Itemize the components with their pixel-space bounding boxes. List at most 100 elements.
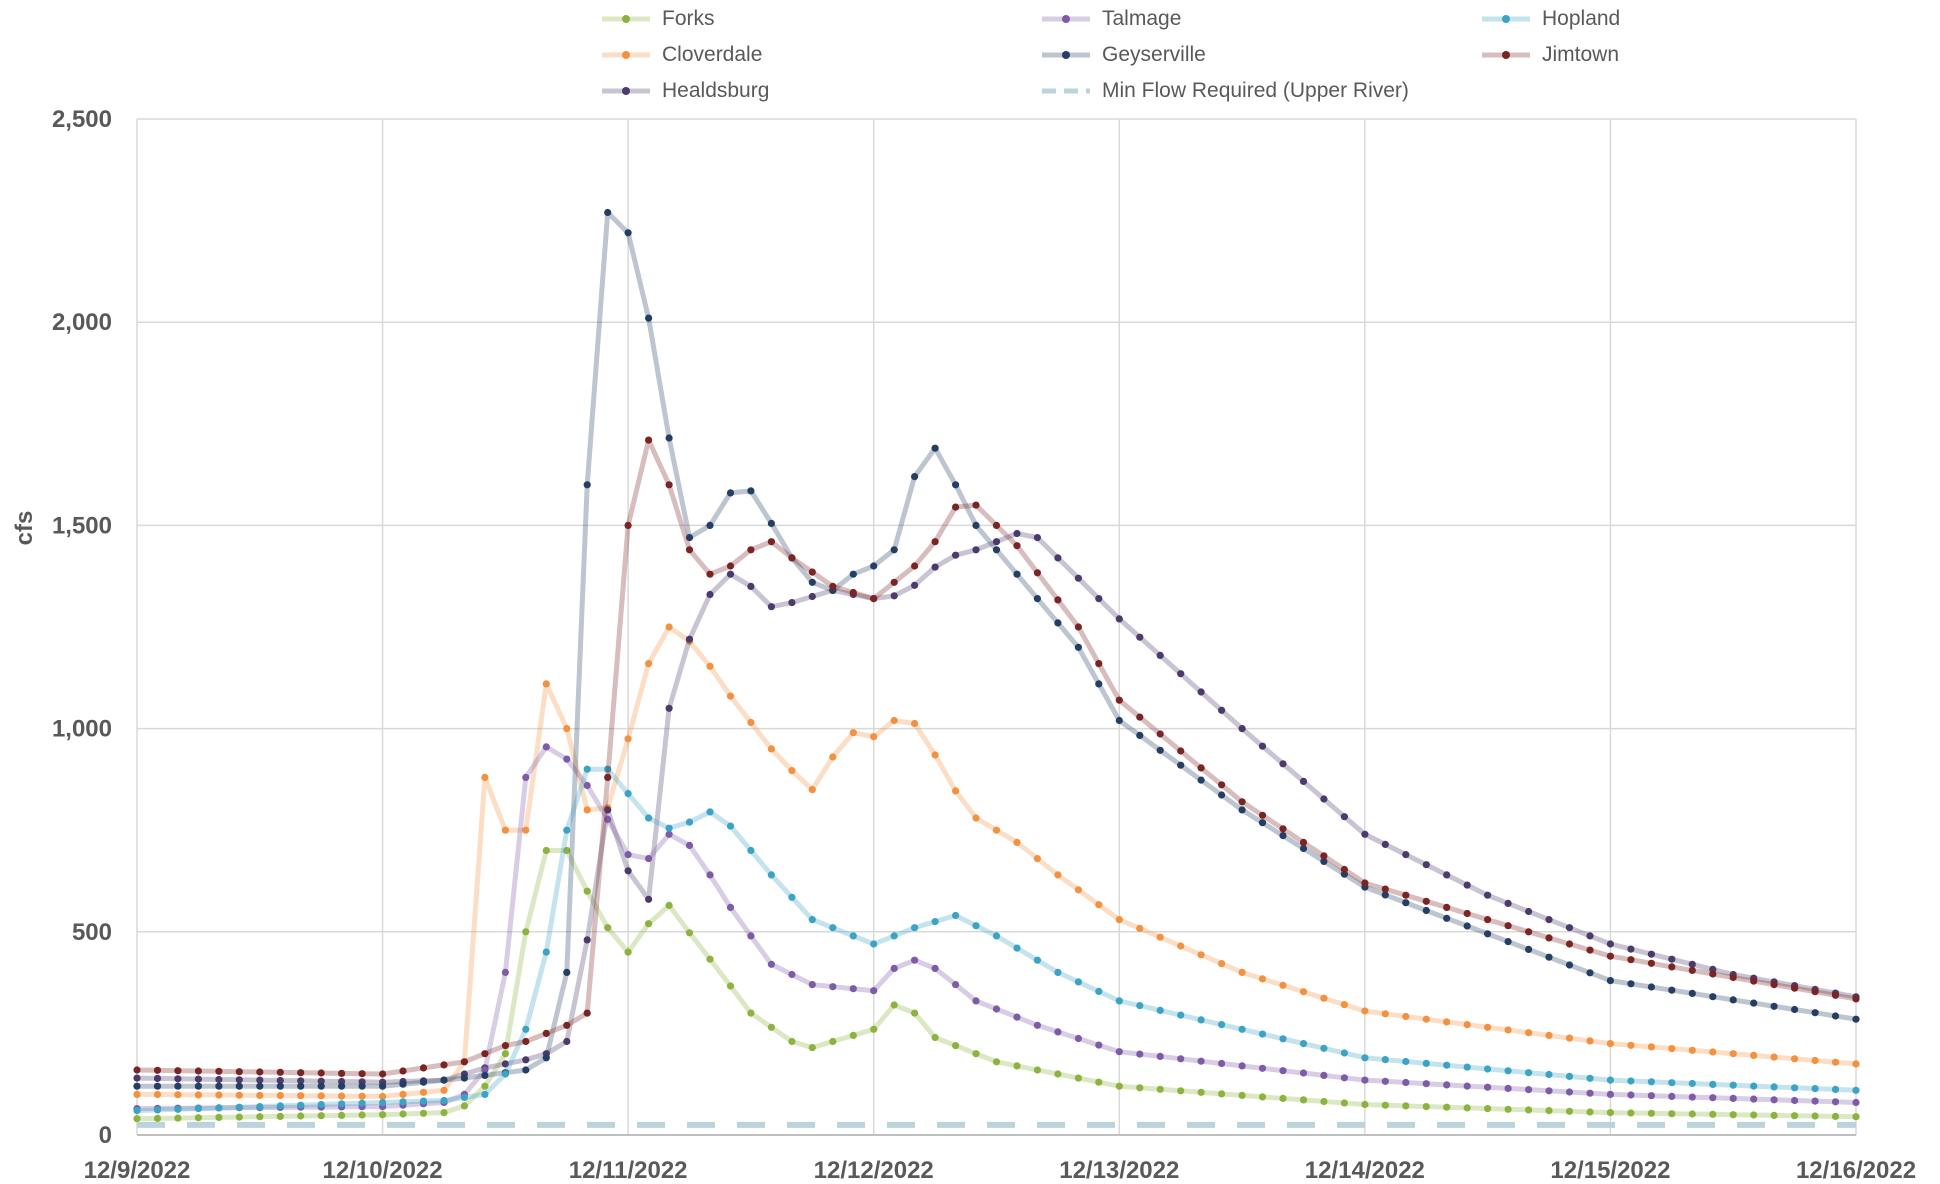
data-point	[1668, 963, 1676, 971]
data-point	[235, 1113, 243, 1121]
data-point	[726, 692, 735, 700]
data-point	[1606, 1076, 1614, 1084]
data-point	[1791, 1005, 1799, 1014]
legend-swatch	[1042, 15, 1090, 23]
data-point	[706, 871, 714, 879]
data-point	[685, 635, 694, 643]
data-point	[1504, 922, 1512, 930]
data-point	[1054, 554, 1062, 562]
legend-item: Geyserville	[1040, 40, 1206, 70]
data-point	[1115, 916, 1123, 924]
data-point	[1627, 956, 1635, 964]
data-point	[1729, 1081, 1737, 1089]
data-point	[1770, 1111, 1778, 1119]
legend-item: Cloverdale	[600, 40, 762, 70]
data-point	[338, 1111, 346, 1119]
y-tick-label: 2,000	[52, 309, 112, 336]
data-point	[481, 1050, 489, 1058]
data-point	[624, 229, 632, 237]
data-point	[1238, 806, 1246, 814]
data-point	[1463, 1104, 1471, 1112]
legend-swatch	[602, 51, 650, 59]
data-point	[808, 916, 816, 924]
data-point	[911, 581, 919, 589]
data-point	[1811, 1056, 1819, 1065]
data-point	[992, 1005, 1001, 1013]
data-point	[1831, 991, 1840, 999]
data-point	[1402, 899, 1410, 907]
data-point	[1115, 716, 1123, 725]
data-point	[1852, 1113, 1860, 1121]
data-point	[1320, 1071, 1328, 1079]
data-point	[1606, 940, 1614, 948]
data-point	[317, 1069, 325, 1077]
data-point	[1484, 916, 1492, 924]
data-point	[747, 546, 755, 554]
x-tick-label: 12/16/2022	[1796, 1157, 1916, 1184]
data-point	[1484, 1065, 1492, 1073]
data-point	[1340, 865, 1348, 874]
data-point	[685, 534, 694, 542]
data-point	[297, 1069, 305, 1077]
series-cloverdale	[133, 623, 1860, 1100]
data-point	[153, 1090, 162, 1099]
data-point	[1647, 1109, 1655, 1117]
data-point	[1525, 1106, 1533, 1114]
data-point	[1320, 852, 1328, 860]
data-point	[767, 745, 776, 753]
data-point	[1484, 1023, 1492, 1031]
data-point	[685, 818, 694, 826]
data-point	[1709, 970, 1717, 978]
data-point	[1709, 1110, 1717, 1118]
data-point	[256, 1091, 264, 1099]
legend-label: Jimtown	[1542, 43, 1620, 66]
data-point	[1545, 916, 1553, 924]
data-point	[1647, 1043, 1655, 1051]
data-point	[1177, 1011, 1185, 1019]
data-point	[522, 1025, 530, 1033]
data-point	[1586, 1089, 1594, 1097]
data-point	[1177, 761, 1185, 769]
legend-swatch	[1042, 51, 1090, 59]
data-point	[522, 928, 530, 936]
data-point	[1197, 1057, 1205, 1065]
data-point	[1791, 1084, 1799, 1092]
data-point	[1033, 534, 1041, 542]
data-point	[522, 1037, 530, 1046]
data-point	[440, 1096, 448, 1105]
data-point	[1279, 1067, 1287, 1075]
data-point	[952, 1042, 960, 1050]
data-point	[297, 1092, 305, 1100]
data-point	[563, 968, 571, 977]
data-point	[1729, 1050, 1737, 1058]
data-point	[338, 1100, 346, 1108]
data-point	[1811, 988, 1819, 996]
data-point	[1136, 1050, 1144, 1058]
data-point	[1770, 981, 1778, 989]
data-point	[1463, 1063, 1471, 1071]
data-point	[645, 855, 653, 863]
data-point	[194, 1082, 202, 1090]
data-point	[911, 473, 919, 481]
data-point	[1054, 871, 1062, 879]
data-point	[1422, 1080, 1430, 1088]
data-point	[890, 964, 898, 973]
data-point	[1320, 857, 1328, 866]
data-point	[931, 751, 939, 759]
data-point	[1463, 1082, 1471, 1090]
data-point	[1729, 1111, 1737, 1119]
data-point	[1688, 989, 1696, 998]
data-point	[1156, 933, 1164, 941]
data-point	[563, 755, 571, 763]
data-point	[911, 924, 919, 932]
data-point	[1238, 1025, 1246, 1033]
data-point	[931, 964, 939, 973]
data-point	[1033, 569, 1041, 577]
data-point	[1402, 1057, 1410, 1066]
data-point	[1299, 838, 1308, 847]
data-point	[890, 592, 898, 600]
data-point	[1545, 1107, 1553, 1115]
data-point	[624, 521, 632, 530]
data-point	[808, 568, 816, 576]
data-point	[297, 1077, 305, 1085]
